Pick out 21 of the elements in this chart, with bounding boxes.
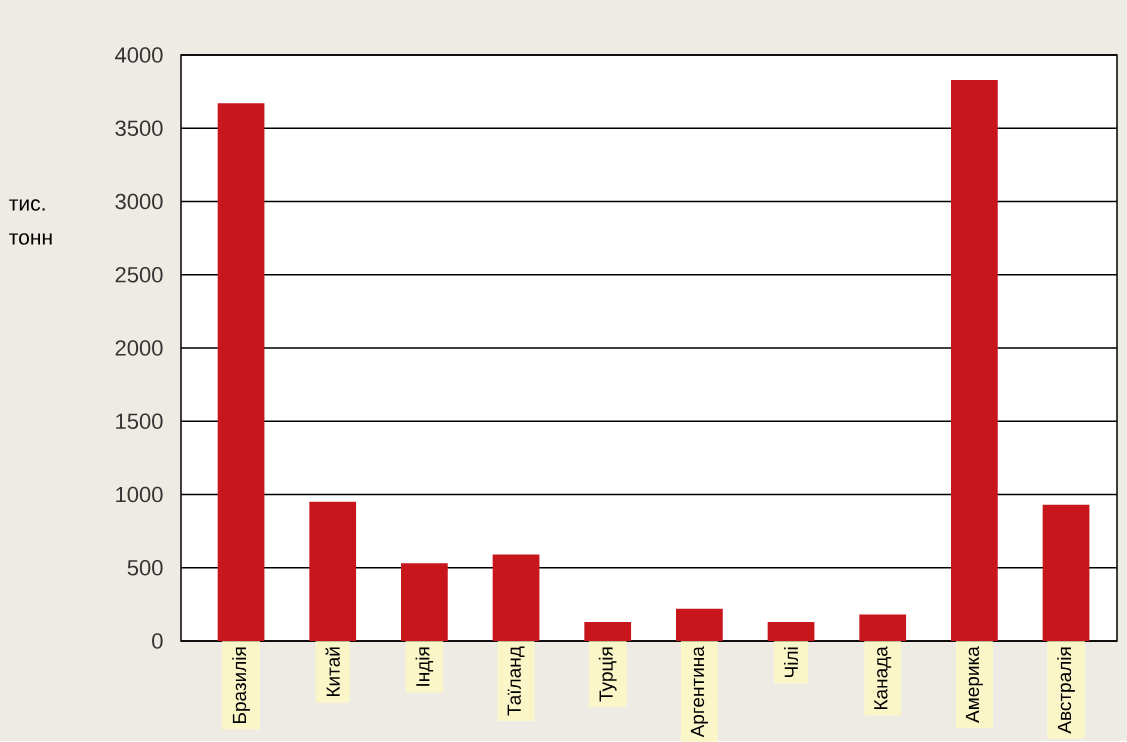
x-tick-label: Китай [325,647,340,696]
x-tick-label: Канада [874,646,892,709]
x-tick-label: Бразилія [232,647,250,723]
y-tick-label: 3500 [115,120,163,136]
x-tick-label: Америка [965,646,983,723]
bar [584,621,632,641]
x-tick-label: Турція [598,647,617,702]
y-tick-label: 0 [152,633,163,649]
y-tick-label: 2000 [115,340,163,356]
y-tick-label: 3000 [115,193,163,210]
y-tick-label: 2500 [115,266,163,283]
y-tick-label: 1500 [116,413,163,429]
x-tick-label: Австралія [1057,647,1075,734]
x-tick-label: Таїланд [507,646,525,716]
x-tick-label: Аргентина [690,645,708,738]
y-tick-label: 500 [127,559,163,576]
y-tick-label: 4000 [115,47,163,63]
y-tick-label: 1000 [116,486,163,503]
x-tick-label: Індія [415,647,434,686]
x-tick-label: Чілі [784,647,799,677]
y-axis-title: тис. тонн [9,199,52,245]
